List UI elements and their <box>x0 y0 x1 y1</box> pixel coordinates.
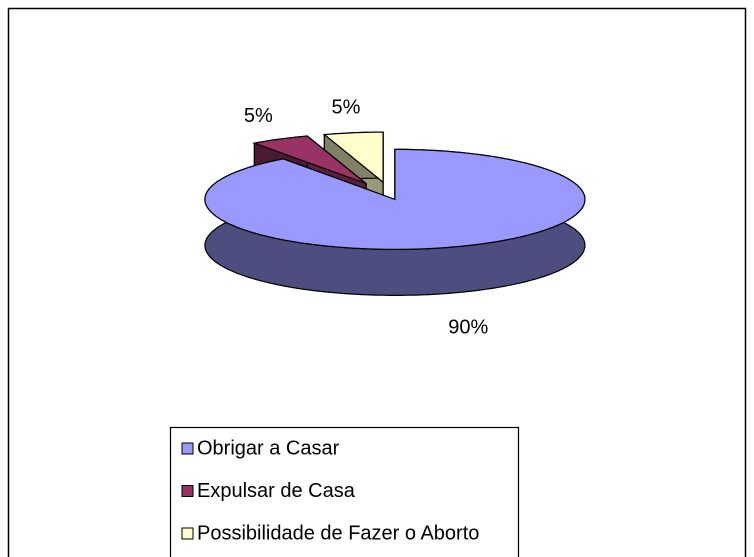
legend-box <box>169 426 520 557</box>
legend-label: Possibilidade de Fazer o Aborto <box>197 522 479 544</box>
legend-swatch <box>181 485 194 497</box>
legend-swatch <box>181 442 194 455</box>
legend: Obrigar a Casar Expulsar de Casa Possibili… <box>169 426 520 557</box>
pie-slice <box>204 148 586 296</box>
chart-frame <box>7 7 747 557</box>
data-label: 90% <box>448 317 488 339</box>
legend-label: Expulsar de Casa <box>197 480 356 502</box>
slice-top <box>322 131 384 184</box>
data-label: 5% <box>331 96 360 118</box>
slice-top <box>252 135 367 185</box>
legend-swatch <box>181 527 194 540</box>
legend-label: Obrigar a Casar <box>197 437 340 459</box>
data-label: 5% <box>244 105 273 127</box>
slice-top <box>204 148 586 250</box>
